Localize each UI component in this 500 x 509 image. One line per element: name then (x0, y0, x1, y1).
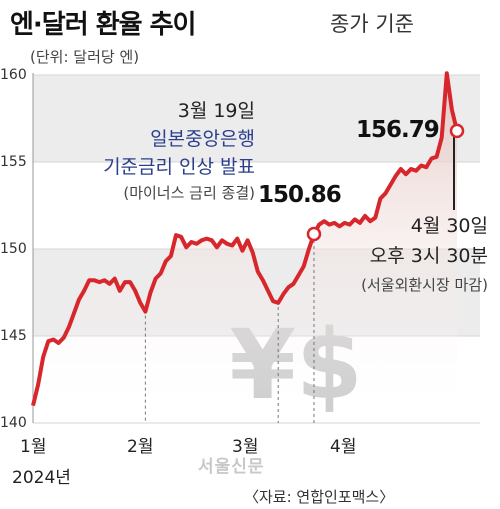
y-tick-label: 145 (0, 328, 27, 344)
chart-title: 엔·달러 환율 추이 (10, 10, 196, 40)
last-point (449, 123, 465, 139)
boj-value-label: 150.86 (258, 182, 342, 208)
x-tick-label: 3월 (232, 437, 259, 457)
x-tick-label: 1월 (20, 437, 47, 457)
series-line (31, 71, 459, 407)
boj-point (306, 226, 322, 242)
last-date-annotation: 4월 30일 (410, 215, 488, 237)
chart-basis: 종가 기준 (330, 12, 414, 36)
y-tick-label: 140 (0, 415, 27, 431)
unit-label: (단위: 달러당 엔) (30, 48, 140, 66)
boj-date-annotation: 3월 19일 (177, 100, 255, 122)
boj-event-line2: 기준금리 인상 발표 (103, 156, 255, 178)
x-tick-label: 4월 (330, 437, 357, 457)
last-value-label: 156.79 (356, 117, 440, 143)
y-tick-label: 155 (0, 154, 27, 170)
source-label: 〈자료: 연합인포맥스〉 (244, 488, 395, 506)
last-note-annotation: (서울외환시장 마감) (361, 276, 488, 294)
y-band (33, 75, 480, 162)
boj-event-note: (마이너스 금리 종결) (123, 184, 255, 202)
y-tick-label: 150 (0, 241, 27, 257)
y-tick-label: 160 (0, 67, 27, 83)
last-time-annotation: 오후 3시 30분 (369, 245, 488, 267)
publisher-watermark: 서울신문 (198, 457, 265, 477)
x-tick-label: 2월 (127, 437, 154, 457)
boj-event-line1: 일본중앙은행 (150, 128, 255, 150)
year-label: 2024년 (12, 468, 71, 488)
